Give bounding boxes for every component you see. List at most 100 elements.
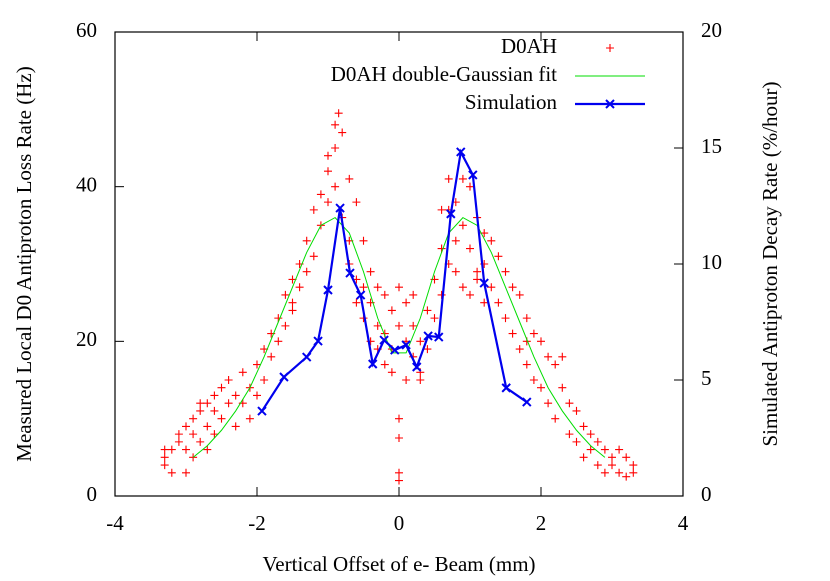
plot-frame (114, 31, 684, 497)
data-point (402, 376, 411, 384)
data-point (295, 283, 304, 292)
data-point (196, 437, 205, 446)
data-point (309, 252, 318, 261)
data-point (203, 422, 212, 431)
data-point (579, 422, 588, 431)
legend-label: D0AH double-Gaussian fit (331, 62, 557, 86)
simulation-point (335, 203, 345, 213)
data-point (494, 252, 503, 261)
data-point (331, 182, 340, 191)
data-point (402, 298, 411, 307)
y2-tick-label: 20 (701, 18, 722, 42)
data-point (373, 283, 382, 292)
data-point (558, 383, 567, 392)
data-point (331, 144, 340, 152)
data-point (366, 267, 375, 276)
y2-axis-title: Simulated Antiproton Decay Rate (%/hour) (758, 81, 782, 446)
data-point (572, 406, 581, 415)
data-point (395, 414, 403, 423)
data-point (458, 283, 467, 292)
data-point (458, 174, 467, 183)
data-point (260, 376, 269, 384)
data-point (600, 468, 609, 477)
data-point (380, 290, 389, 299)
data-point (600, 445, 609, 454)
data-point (203, 399, 212, 408)
data-point (629, 461, 638, 470)
data-point (622, 472, 631, 481)
data-point (529, 376, 538, 384)
x-tick-label: -2 (248, 511, 266, 535)
simulation-point (412, 362, 422, 372)
simulation-point (355, 290, 366, 300)
data-point (529, 329, 538, 338)
data-point (537, 383, 545, 392)
data-point (189, 414, 198, 423)
simulation-point (323, 285, 333, 295)
x-axis-title: Vertical Offset of e- Beam (mm) (262, 552, 535, 576)
y2-tick-label: 10 (701, 250, 722, 274)
data-point (522, 314, 531, 323)
data-point (267, 352, 276, 361)
data-point (352, 298, 361, 307)
simulation-point (313, 336, 323, 346)
y-tick-label: 0 (87, 482, 98, 506)
data-point (522, 360, 531, 369)
simulation-point (345, 268, 355, 278)
legend-label: D0AH (501, 34, 557, 58)
data-point (593, 437, 602, 446)
y2-tick-label: 0 (701, 482, 712, 506)
data-point (430, 314, 439, 323)
data-point (551, 414, 560, 423)
data-point (395, 321, 403, 330)
simulation-point (423, 331, 433, 341)
data-point (409, 290, 418, 299)
data-point (288, 306, 297, 315)
legend-label: Simulation (465, 90, 558, 114)
data-point (182, 468, 190, 477)
data-point (409, 321, 418, 330)
data-point (544, 352, 553, 361)
data-point (345, 174, 354, 183)
simulation-point (401, 340, 411, 350)
data-point (615, 468, 624, 477)
data-point (451, 267, 460, 276)
data-point (586, 430, 595, 439)
data-point (629, 468, 638, 477)
simulation-point (368, 359, 378, 369)
data-point (338, 128, 347, 137)
simulation-point (379, 335, 389, 345)
data-point (324, 151, 332, 160)
data-point (423, 345, 432, 354)
y2-tick-label: 5 (701, 366, 712, 390)
data-point (466, 182, 474, 191)
simulation-point (522, 397, 532, 407)
data-point (508, 329, 517, 338)
data-point (160, 461, 169, 470)
simulation-point (301, 352, 312, 362)
data-point (274, 337, 283, 346)
data-point (608, 453, 616, 462)
data-point (608, 461, 616, 470)
data-point (210, 391, 219, 400)
data-point (160, 445, 169, 454)
data-point (196, 399, 205, 408)
data-point (416, 337, 425, 346)
data-point (316, 190, 325, 199)
data-point (565, 399, 574, 408)
data-point (544, 399, 553, 408)
simulation-point (390, 345, 400, 355)
data-point (466, 290, 474, 299)
data-point (174, 437, 183, 446)
data-point (395, 434, 403, 442)
simulation-point (446, 209, 456, 219)
data-point (593, 461, 602, 470)
simulation-point (479, 278, 489, 288)
data-point (203, 445, 212, 454)
data-point (359, 236, 368, 245)
x-tick-label: 0 (394, 511, 405, 535)
simulation-point (434, 332, 444, 342)
data-point (444, 174, 453, 183)
data-point (395, 468, 403, 477)
